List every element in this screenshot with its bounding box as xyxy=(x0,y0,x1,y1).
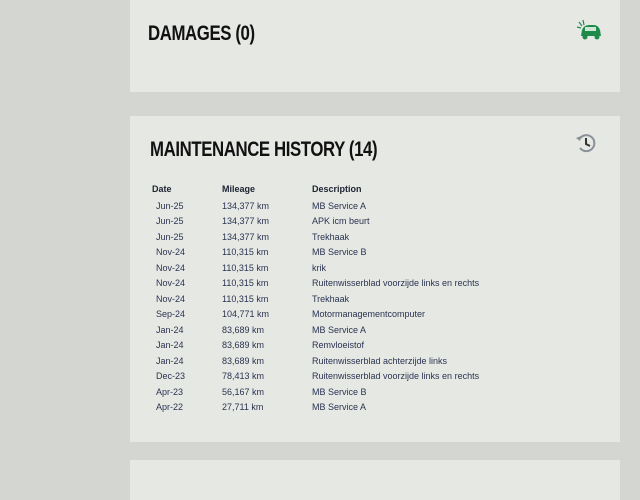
cell-date: Dec-23 xyxy=(156,371,186,382)
cell-date: Apr-23 xyxy=(156,386,184,397)
cell-date: Nov-24 xyxy=(156,278,186,289)
cell-description: Motormanagementcomputer xyxy=(312,309,426,320)
cell-date: Nov-24 xyxy=(156,262,186,273)
next-card xyxy=(130,460,620,500)
cell-mileage: 78,413 km xyxy=(222,371,265,382)
cell-mileage: 110,315 km xyxy=(222,262,269,273)
cell-description: Remvloeistof xyxy=(312,340,365,351)
cell-date: Jan-24 xyxy=(156,340,184,351)
table-row: Nov-24 110,315 km MB Service B xyxy=(152,245,592,261)
table-row: Dec-23 78,413 km Ruitenwisserblad voorzijd… xyxy=(152,369,592,385)
cell-description: Trekhaak xyxy=(312,231,350,242)
cell-mileage: 104,771 km xyxy=(222,309,270,320)
cell-description: Ruitenwisserblad voorzijde links en rech… xyxy=(312,371,480,382)
cell-mileage: 83,689 km xyxy=(222,355,265,366)
history-icon xyxy=(576,134,596,153)
table-row: Apr-22 27,711 km MB Service A xyxy=(152,400,592,416)
table-row: Nov-24 110,315 km Ruitenwisserblad voorzij… xyxy=(152,276,592,292)
column-header-mileage: Mileage xyxy=(222,184,256,194)
cell-mileage: 134,377 km xyxy=(222,200,270,211)
damages-title: DAMAGES (0) xyxy=(148,22,255,45)
table-row: Sep-24 104,771 km Motormanagementcomputer xyxy=(152,307,592,323)
table-row: Jan-24 83,689 km Remvloeistof xyxy=(152,338,592,354)
cell-description: MB Service B xyxy=(312,386,367,397)
cell-mileage: 83,689 km xyxy=(222,324,265,335)
maintenance-table: Date Mileage Description Jun-25 134,377 k… xyxy=(152,184,592,415)
cell-description: MB Service A xyxy=(312,402,367,413)
column-header-description: Description xyxy=(312,184,362,194)
cell-description: APK icm beurt xyxy=(312,216,370,227)
cell-date: Jan-24 xyxy=(156,355,184,366)
damages-card: DAMAGES (0) xyxy=(130,0,620,92)
cell-date: Apr-22 xyxy=(156,402,184,413)
cell-date: Nov-24 xyxy=(156,293,186,304)
table-row: Jun-25 134,377 km Trekhaak xyxy=(152,229,592,245)
cell-description: krik xyxy=(312,262,326,273)
cell-description: MB Service A xyxy=(312,200,367,211)
cell-description: Ruitenwisserblad achterzijde links xyxy=(312,355,448,366)
cell-date: Jun-25 xyxy=(156,231,184,242)
cell-mileage: 110,315 km xyxy=(222,247,269,258)
table-row: Nov-24 110,315 km krik xyxy=(152,260,592,276)
cell-mileage: 83,689 km xyxy=(222,340,265,351)
table-row: Jan-24 83,689 km MB Service A xyxy=(152,322,592,338)
cell-date: Jun-25 xyxy=(156,200,184,211)
table-row: Jun-25 134,377 km APK icm beurt xyxy=(152,214,592,230)
cell-description: Trekhaak xyxy=(312,293,350,304)
cell-mileage: 134,377 km xyxy=(222,231,270,242)
table-row: Jan-24 83,689 km Ruitenwisserblad achterzi… xyxy=(152,353,592,369)
car-damage-icon xyxy=(576,20,601,40)
cell-description: MB Service A xyxy=(312,324,367,335)
cell-mileage: 134,377 km xyxy=(222,216,270,227)
cell-description: MB Service B xyxy=(312,247,367,258)
cell-mileage: 110,315 km xyxy=(222,293,269,304)
column-header-date: Date xyxy=(152,184,172,194)
cell-mileage: 27,711 km xyxy=(222,402,264,413)
maintenance-title: MAINTENANCE HISTORY (14) xyxy=(150,138,378,161)
cell-date: Jan-24 xyxy=(156,324,184,335)
table-row: Nov-24 110,315 km Trekhaak xyxy=(152,291,592,307)
table-header: Date Mileage Description xyxy=(152,184,592,198)
maintenance-history-card: MAINTENANCE HISTORY (14) Date Mileage De… xyxy=(130,116,620,442)
cell-date: Sep-24 xyxy=(156,309,186,320)
cell-mileage: 110,315 km xyxy=(222,278,269,289)
cell-mileage: 56,167 km xyxy=(222,386,265,397)
table-row: Apr-23 56,167 km MB Service B xyxy=(152,384,592,400)
cell-description: Ruitenwisserblad voorzijde links en rech… xyxy=(312,278,480,289)
cell-date: Jun-25 xyxy=(156,216,184,227)
table-row: Jun-25 134,377 km MB Service A xyxy=(152,198,592,214)
cell-date: Nov-24 xyxy=(156,247,186,258)
